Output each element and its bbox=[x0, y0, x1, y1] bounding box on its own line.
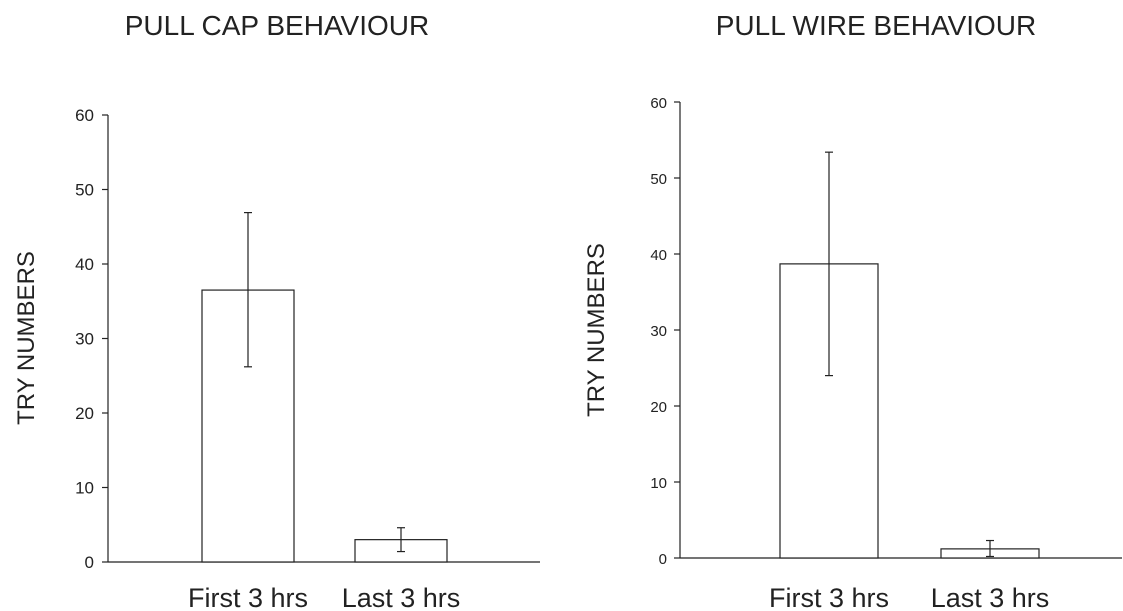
y-axis-label: TRY NUMBERS bbox=[583, 243, 610, 417]
y-tick-label: 0 bbox=[85, 553, 94, 572]
y-tick-label: 20 bbox=[75, 404, 94, 423]
y-tick-label: 10 bbox=[75, 479, 94, 498]
chart-title: PULL WIRE BEHAVIOUR bbox=[716, 10, 1037, 41]
y-tick-label: 40 bbox=[650, 247, 667, 264]
y-tick-label: 60 bbox=[650, 95, 667, 112]
chart-marks: 0 10 20 30 40 50 60 First 3 hrs Last 3 hrs bbox=[75, 106, 540, 611]
chart-marks: 0 10 20 30 40 50 60 First 3 hrs Last 3 hrs bbox=[650, 95, 1122, 611]
x-tick-label: First 3 hrs bbox=[769, 583, 889, 611]
y-tick-label: 50 bbox=[650, 171, 667, 188]
x-tick-label: Last 3 hrs bbox=[342, 583, 461, 611]
chart-pull-cap: PULL CAP BEHAVIOUR TRY NUMBERS 0 10 20 30 40… bbox=[13, 10, 540, 611]
y-tick-label: 40 bbox=[75, 255, 94, 274]
y-tick-label: 50 bbox=[75, 181, 94, 200]
x-tick-label: Last 3 hrs bbox=[931, 583, 1050, 611]
y-axis-label: TRY NUMBERS bbox=[13, 251, 40, 425]
x-tick-label: First 3 hrs bbox=[188, 583, 308, 611]
chart-title: PULL CAP BEHAVIOUR bbox=[125, 10, 429, 41]
chart-pull-wire: PULL WIRE BEHAVIOUR TRY NUMBERS 0 10 20 30 4… bbox=[583, 10, 1122, 611]
y-tick-label: 30 bbox=[650, 323, 667, 340]
y-tick-label: 20 bbox=[650, 399, 667, 416]
y-tick-label: 30 bbox=[75, 330, 94, 349]
y-tick-label: 10 bbox=[650, 475, 667, 492]
y-tick-label: 60 bbox=[75, 106, 94, 125]
y-tick-label: 0 bbox=[659, 551, 667, 568]
